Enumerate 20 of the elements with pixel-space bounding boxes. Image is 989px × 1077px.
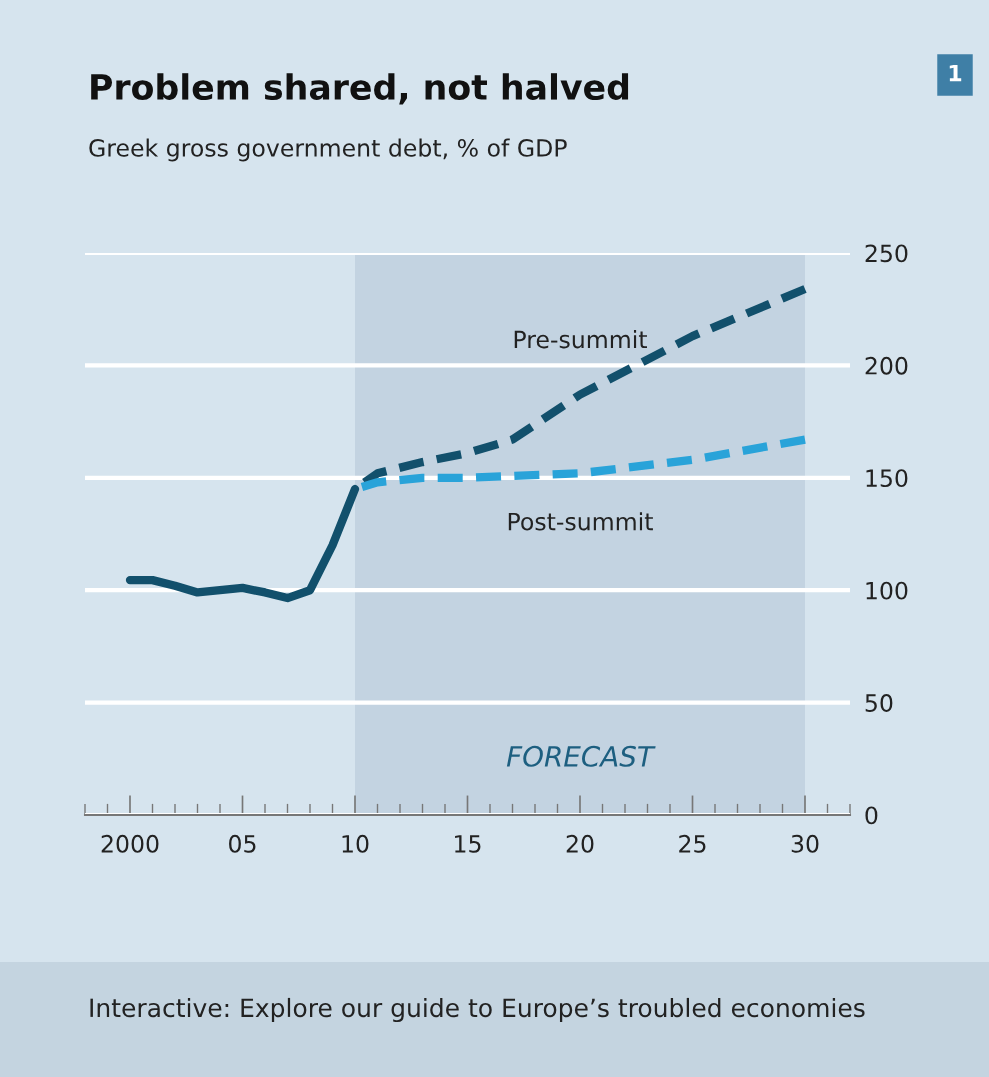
y-tick-label: 0 [865, 806, 878, 825]
series-label: Post-summit [508, 512, 653, 531]
series-label: Pre-summit [514, 330, 647, 349]
x-tick-label: 30 [791, 834, 819, 853]
x-tick-label: 05 [229, 834, 256, 853]
chart-subtitle: Greek gross government debt, % of GDP [89, 138, 567, 162]
text: 1 [949, 64, 962, 82]
x-tick-label: 25 [679, 834, 706, 853]
y-tick-label: 200 [865, 356, 908, 375]
x-tick-label: 2000 [101, 834, 159, 853]
y-tick-label: 250 [865, 244, 908, 263]
y-tick-label: 100 [866, 581, 908, 600]
band-label: FORECAST [506, 745, 656, 767]
text: Interactive: Explore our guide to Europe’s troubled economies [90, 997, 865, 1023]
y-tick-label: 50 [865, 694, 893, 712]
y-tick-label: 150 [866, 469, 908, 488]
x-tick-label: 10 [342, 834, 369, 853]
chart-title: Problem shared, not halved [91, 73, 629, 105]
x-tick-label: 15 [455, 835, 481, 853]
x-tick-label: 20 [566, 834, 594, 853]
